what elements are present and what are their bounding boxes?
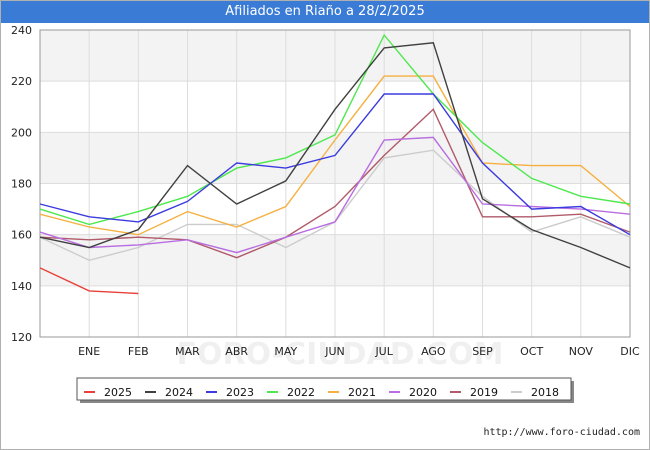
x-tick-label: DIC xyxy=(620,345,640,358)
x-tick-label: MAR xyxy=(175,345,200,358)
title-bar: Afiliados en Riaño a 28/2/2025 xyxy=(1,1,649,23)
x-tick-label: JUN xyxy=(324,345,345,358)
x-tick-label: SEP xyxy=(472,345,493,358)
series-line-2021 xyxy=(39,75,631,236)
x-tick-label: OCT xyxy=(520,345,543,358)
chart-title: Afiliados en Riaño a 28/2/2025 xyxy=(225,4,425,19)
series-line-2023 xyxy=(39,93,631,236)
x-tick-label: AGO xyxy=(421,345,446,358)
series-line-2022 xyxy=(39,33,631,226)
x-tick-label: MAY xyxy=(274,345,297,358)
y-tick-label: 160 xyxy=(11,229,32,242)
legend-label-2021: 2021 xyxy=(348,386,376,399)
y-tick-label: 200 xyxy=(11,126,32,139)
y-tick-label: 220 xyxy=(11,75,32,88)
y-axis-ticks: 120 140 160 180 200 220 240 xyxy=(11,24,32,344)
x-tick-label: FEB xyxy=(128,345,149,358)
legend-label-2022: 2022 xyxy=(287,386,315,399)
grid-lines xyxy=(39,29,631,338)
legend-box xyxy=(76,377,572,401)
y-tick-label: 180 xyxy=(11,178,32,191)
source-link[interactable]: http://www.foro-ciudad.com xyxy=(483,427,640,438)
legend-label-2024: 2024 xyxy=(165,386,193,399)
legend: 2025 2024 2023 2022 2021 2020 2019 2018 xyxy=(76,377,574,403)
legend-label-2025: 2025 xyxy=(104,386,132,399)
x-axis-ticks: ENE FEB MAR ABR MAY JUN JUL AGO SEP OCT NOV DIC xyxy=(78,345,640,358)
series-line-2019 xyxy=(39,108,631,259)
series-line-2025 xyxy=(39,267,139,295)
series-lines xyxy=(39,33,631,295)
y-tick-label: 120 xyxy=(11,331,32,344)
y-tick-label: 140 xyxy=(11,280,32,293)
x-tick-label: ABR xyxy=(225,345,248,358)
x-tick-label: NOV xyxy=(569,345,594,358)
legend-label-2018: 2018 xyxy=(531,386,559,399)
x-tick-label: ENE xyxy=(78,345,100,358)
watermark: FORO-CIUDAD.COM xyxy=(177,337,504,372)
legend-label-2023: 2023 xyxy=(226,386,254,399)
series-line-2020 xyxy=(39,136,631,254)
plot-border xyxy=(39,29,631,338)
y-tick-label: 240 xyxy=(11,24,32,37)
legend-label-2020: 2020 xyxy=(409,386,437,399)
series-line-2024 xyxy=(39,42,631,269)
legend-label-2019: 2019 xyxy=(470,386,498,399)
x-tick-label: JUL xyxy=(374,345,393,358)
